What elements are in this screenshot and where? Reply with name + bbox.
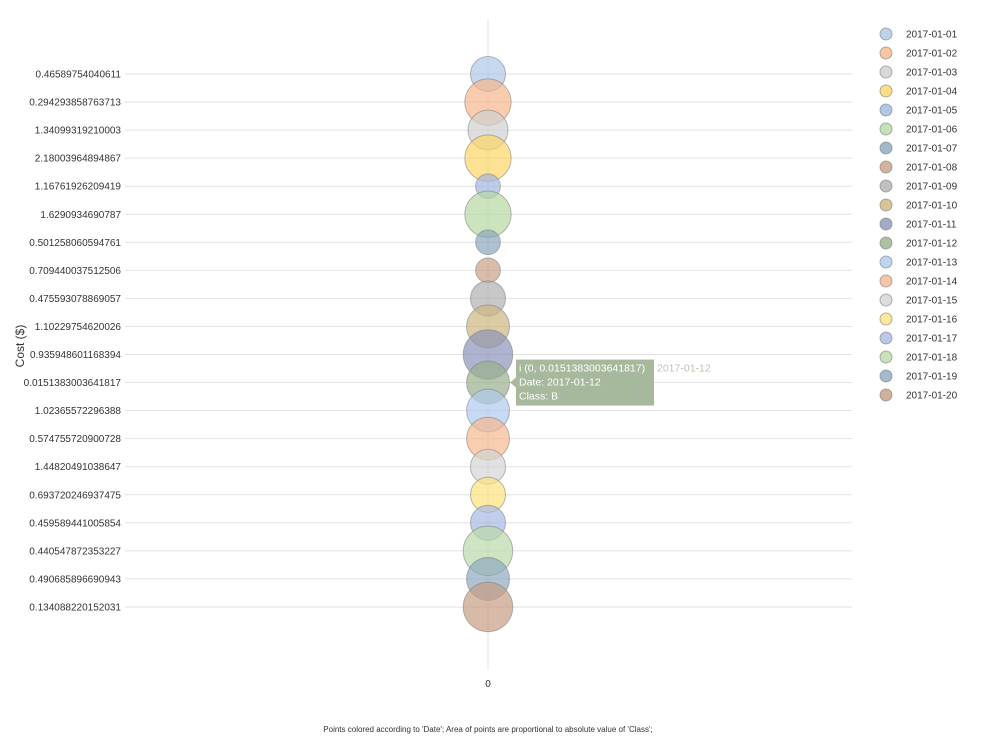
legend-marker[interactable] xyxy=(879,274,893,288)
y-tick-label: 0.574755720900728 xyxy=(29,434,121,445)
legend-label[interactable]: 2017-01-14 xyxy=(906,277,958,288)
y-tick-label: 0.475593078869057 xyxy=(29,294,121,305)
tooltip-box xyxy=(516,359,654,406)
legend-label[interactable]: 2017-01-08 xyxy=(906,163,958,174)
y-tick-label: 1.10229754620026 xyxy=(35,322,122,333)
y-tick-label: 1.02365572296388 xyxy=(35,406,122,417)
legend-marker[interactable] xyxy=(879,198,893,212)
y-tick-label: 0.46589754040611 xyxy=(36,70,122,81)
legend-label[interactable]: 2017-01-04 xyxy=(906,87,958,98)
legend-label[interactable]: 2017-01-11 xyxy=(906,220,957,231)
y-tick-label: 0.134088220152031 xyxy=(29,602,121,613)
y-tick-labels: 0.46589754040611 0.294293858763713 1.34099… xyxy=(24,70,122,614)
legend-label[interactable]: 2017-01-18 xyxy=(906,353,958,364)
legend-marker[interactable] xyxy=(879,65,893,79)
data-points xyxy=(462,56,514,633)
legend-marker[interactable] xyxy=(879,122,893,136)
legend-label[interactable]: 2017-01-20 xyxy=(906,391,958,402)
legend-marker[interactable] xyxy=(879,46,893,60)
legend-label[interactable]: 2017-01-07 xyxy=(906,144,958,155)
legend-label[interactable]: 2017-01-03 xyxy=(906,68,958,79)
legend-label[interactable]: 2017-01-16 xyxy=(906,315,958,326)
legend-marker[interactable] xyxy=(879,388,893,402)
chart-footnote: Points colored according to 'Date'; Area… xyxy=(323,725,652,734)
tooltip-date: Date: 2017-01-12 xyxy=(519,377,601,389)
legend-marker[interactable] xyxy=(879,236,893,250)
y-tick-label: 1.16761926209419 xyxy=(35,182,122,193)
legend-marker[interactable] xyxy=(879,255,893,269)
tooltip-point-label: i (0, 0.0151383003641817) xyxy=(519,363,645,375)
y-tick-label: 1.34099319210003 xyxy=(35,126,122,137)
y-tick-label: 0.935948601168394 xyxy=(30,350,121,361)
y-axis-title: Cost ($) xyxy=(13,325,27,368)
tooltip-class: Class: B xyxy=(519,391,558,403)
x-tick-label: 0 xyxy=(485,679,491,690)
legend-marker[interactable] xyxy=(879,84,893,98)
legend-label[interactable]: 2017-01-10 xyxy=(906,201,958,212)
legend-label[interactable]: 2017-01-01 xyxy=(906,30,958,41)
legend-marker[interactable] xyxy=(879,350,893,364)
legend-label[interactable]: 2017-01-15 xyxy=(906,296,958,307)
y-tick-label: 0.0151383003641817 xyxy=(24,378,122,389)
legend-marker[interactable] xyxy=(879,179,893,193)
legend-label[interactable]: 2017-01-19 xyxy=(906,372,958,383)
legend-marker[interactable] xyxy=(879,27,893,41)
y-tick-label: 1.6290934690787 xyxy=(40,210,121,221)
legend-label[interactable]: 2017-01-05 xyxy=(906,106,958,117)
legend-label[interactable]: 2017-01-02 xyxy=(906,49,958,60)
legend-marker[interactable] xyxy=(879,160,893,174)
y-tick-label: 1.44820491038647 xyxy=(35,462,122,473)
legend-marker[interactable] xyxy=(879,293,893,307)
legend-marker[interactable] xyxy=(879,141,893,155)
tooltip: i (0, 0.0151383003641817) 2017-01-12 Date:… xyxy=(510,359,716,406)
tooltip-series-box xyxy=(654,359,716,376)
tooltip-series-label: 2017-01-12 xyxy=(657,363,711,375)
data-point-2017-01-07[interactable] xyxy=(475,229,501,256)
legend-label[interactable]: 2017-01-09 xyxy=(906,182,958,193)
y-tick-label: 0.294293858763713 xyxy=(29,98,121,109)
tooltip-pointer xyxy=(510,377,516,388)
legend-marker[interactable] xyxy=(879,217,893,231)
y-tick-label: 0.459589441005854 xyxy=(29,518,121,529)
y-tick-label: 0.440547872353227 xyxy=(29,546,121,557)
y-tick-label: 0.501258060594761 xyxy=(29,238,121,249)
y-tick-label: 0.709440037512506 xyxy=(29,266,121,277)
data-point-2017-01-20[interactable] xyxy=(462,581,514,633)
legend-label[interactable]: 2017-01-17 xyxy=(906,334,958,345)
legend-marker[interactable] xyxy=(879,312,893,326)
y-tick-label: 0.693720246937475 xyxy=(29,490,121,501)
legend-marker[interactable] xyxy=(879,331,893,345)
legend-label[interactable]: 2017-01-13 xyxy=(906,258,958,269)
y-tick-label: 0.490685896690943 xyxy=(29,574,121,585)
legend-label[interactable]: 2017-01-12 xyxy=(906,239,958,250)
legend: 2017-01-01 2017-01-02 2017-01-03 2017-01-04… xyxy=(879,27,958,402)
legend-marker[interactable] xyxy=(879,103,893,117)
y-tick-label: 2.18003964894867 xyxy=(35,154,122,165)
legend-marker[interactable] xyxy=(879,369,893,383)
data-point-2017-01-08[interactable] xyxy=(475,257,501,284)
legend-label[interactable]: 2017-01-06 xyxy=(906,125,958,136)
